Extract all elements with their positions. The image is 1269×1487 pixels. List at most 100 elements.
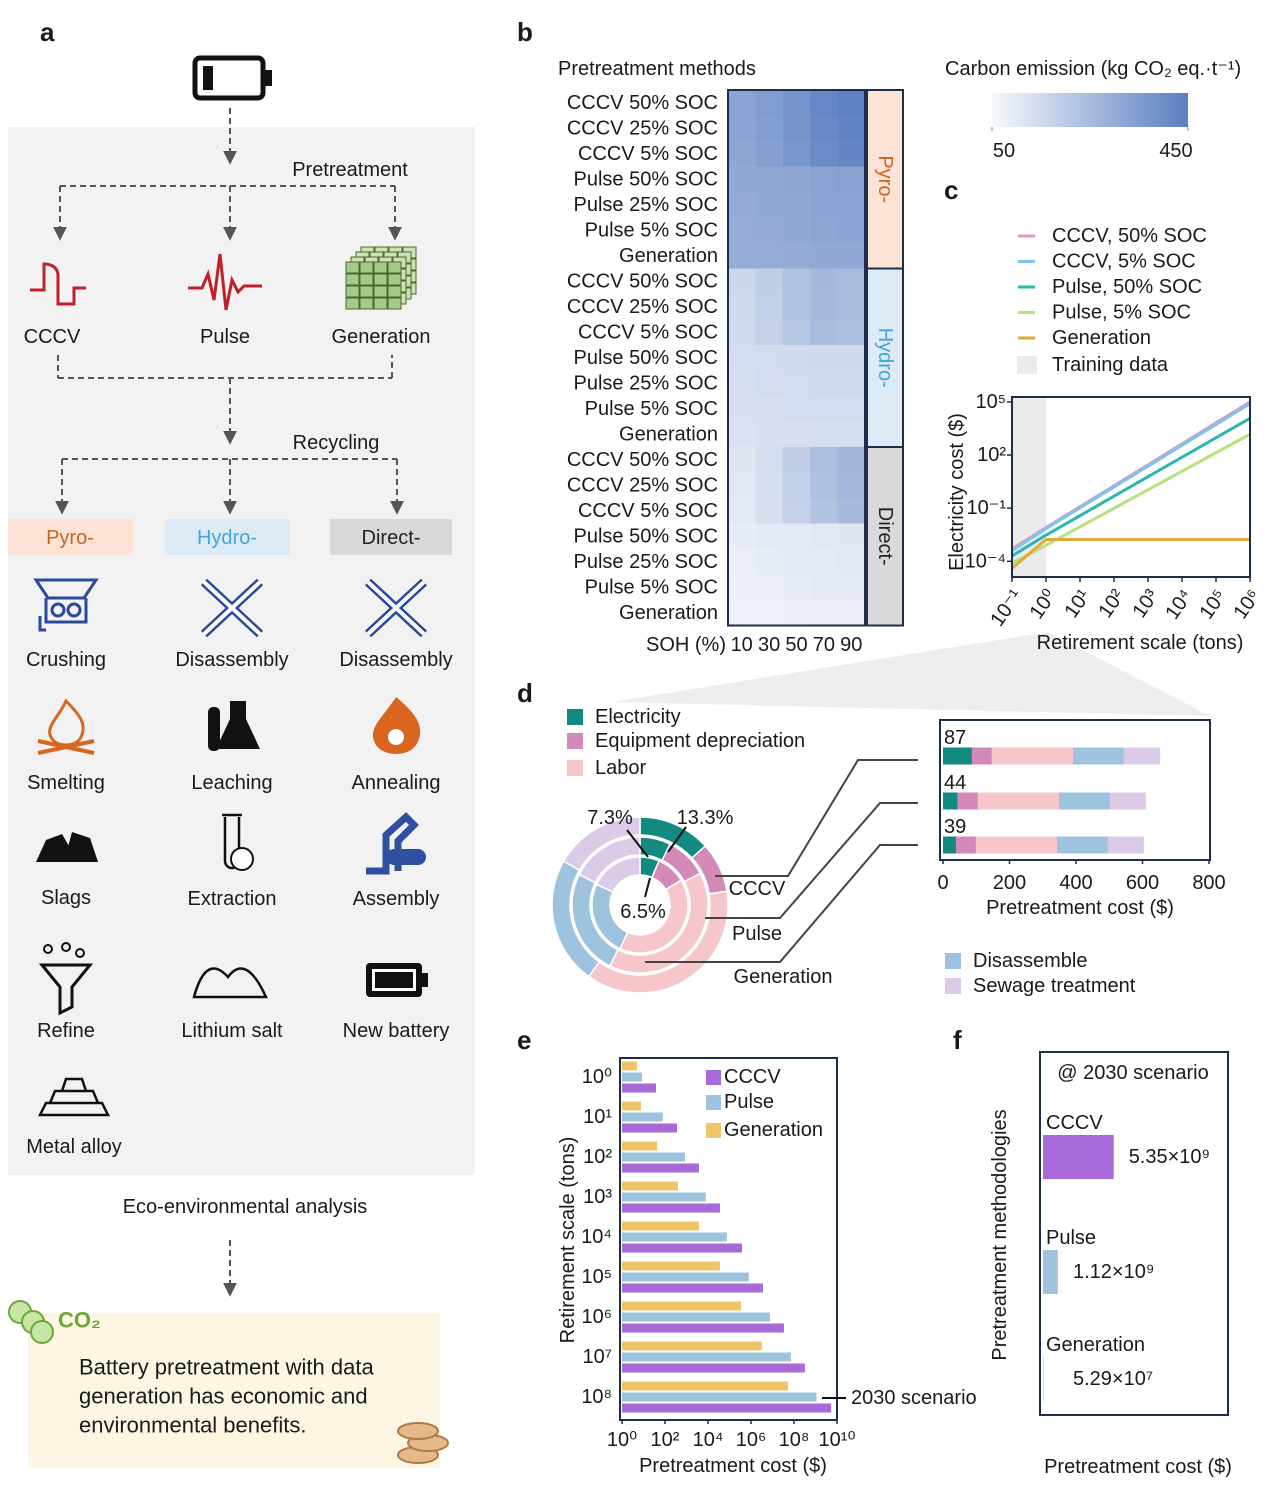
- legend-swatch: [567, 760, 583, 776]
- heat-cell: [810, 600, 839, 626]
- heat-cell: [837, 447, 866, 473]
- bar: [622, 1083, 656, 1093]
- legend-swatch: [706, 1070, 721, 1085]
- co2-icon: [30, 1320, 54, 1344]
- heat-cell: [728, 319, 756, 346]
- heat-cell: [755, 472, 784, 499]
- heat-cell: [728, 396, 756, 422]
- step-label: New battery: [343, 1020, 450, 1042]
- group-band: [866, 446, 904, 627]
- panel-label: b: [517, 17, 533, 47]
- heat-cell: [755, 141, 784, 167]
- route-label: Pyro-: [46, 527, 94, 549]
- heat-cell: [728, 472, 756, 499]
- percent-label: 13.3%: [677, 807, 734, 829]
- alloy-icon: [37, 1077, 111, 1117]
- heat-cell: [728, 217, 756, 244]
- bar: [622, 1392, 817, 1402]
- heat-cell: [755, 90, 784, 116]
- x-tick-label: 10⁵: [1195, 586, 1231, 624]
- heat-cell: [728, 574, 756, 601]
- axis-title: Pretreatment cost ($): [986, 897, 1174, 919]
- tools-icon: [202, 580, 262, 636]
- heat-cell: [782, 345, 811, 371]
- row-label: CCCV 50% SOC: [567, 449, 718, 471]
- y-tick-label: 10⁷: [583, 1346, 612, 1368]
- x-tick-label: 400: [1059, 872, 1092, 894]
- battery-icon: [203, 66, 213, 90]
- flask-icon: [216, 701, 260, 749]
- generation-icon: [345, 273, 360, 286]
- flask-icon: [208, 707, 220, 751]
- x-tick-label: 10⁸: [779, 1429, 810, 1451]
- category-label: CCCV: [729, 878, 786, 900]
- funnel-icon: [43, 944, 53, 954]
- panel-label: c: [944, 175, 958, 205]
- row-label: Pulse 5% SOC: [585, 219, 718, 241]
- bar: [1043, 1357, 1044, 1401]
- route-box: [165, 519, 290, 555]
- category-label: Generation: [734, 966, 833, 988]
- heat-cell: [810, 90, 839, 116]
- row-label: Pulse 5% SOC: [585, 398, 718, 420]
- heat-cell: [728, 549, 756, 575]
- heat-cell: [837, 217, 866, 244]
- battery-icon: [375, 972, 413, 988]
- colorbar: [992, 93, 1188, 127]
- zoom-wedge: [612, 632, 1210, 716]
- legend-label: Generation: [724, 1119, 823, 1141]
- generation-icon: [387, 273, 402, 286]
- legend-label: Pulse, 50% SOC: [1052, 276, 1202, 298]
- x-tick-label: 10²: [1094, 585, 1129, 622]
- y-tick-label: 10⁴: [581, 1226, 612, 1248]
- bar: [622, 1243, 742, 1253]
- fire-icon: [372, 697, 421, 754]
- robot-icon: [366, 812, 419, 875]
- heat-cell: [837, 166, 866, 193]
- donut-segment: [562, 816, 641, 872]
- row-label: Pulse 50% SOC: [573, 525, 718, 547]
- group-band: [866, 89, 904, 270]
- step-label: Leaching: [191, 772, 272, 794]
- heat-cell: [782, 192, 811, 218]
- method-label: CCCV: [24, 326, 81, 348]
- bar: [622, 1381, 789, 1391]
- heat-cell: [810, 217, 839, 244]
- bar: [1043, 1250, 1058, 1294]
- generation-icon: [373, 285, 388, 298]
- heat-cell: [728, 115, 756, 142]
- row-label: CCCV 50% SOC: [567, 270, 718, 292]
- heat-cell: [837, 192, 866, 218]
- heat-cell: [728, 345, 756, 371]
- heat-cell: [810, 472, 839, 499]
- x-tick-label: 10⁶: [736, 1429, 766, 1451]
- row-label: Pulse 25% SOC: [573, 372, 718, 394]
- axis-title: Retirement scale (tons): [1037, 632, 1244, 654]
- legend-label: CCCV, 5% SOC: [1052, 251, 1196, 273]
- heat-cell: [837, 319, 866, 346]
- heat-cell: [810, 294, 839, 320]
- heat-cell: [755, 192, 784, 218]
- x-tick-label: 50: [785, 634, 807, 656]
- heat-cell: [755, 574, 784, 601]
- heat-cell: [837, 549, 866, 575]
- heat-cell: [755, 396, 784, 422]
- tube-icon: [230, 847, 254, 871]
- heat-cell: [728, 141, 756, 167]
- leader-line: [626, 826, 687, 898]
- category-label: Generation: [1046, 1334, 1145, 1356]
- fire-icon: [388, 729, 404, 745]
- x-tick-label: 10⁰: [1026, 586, 1061, 623]
- fire-icon: [37, 739, 95, 755]
- category-label: CCCV: [1046, 1112, 1103, 1134]
- bar-segment: [971, 747, 992, 765]
- bar-segment: [1057, 836, 1108, 854]
- x-tick-label: 10¹⁰: [819, 1429, 856, 1451]
- legend-label: CCCV, 50% SOC: [1052, 225, 1207, 247]
- donut-segment: [595, 856, 641, 894]
- heat-cell: [782, 472, 811, 499]
- row-label: Generation: [619, 602, 718, 624]
- conclusion-text: environmental benefits.: [79, 1413, 306, 1438]
- axis-title: Electricity cost ($): [946, 413, 968, 571]
- tools-icon: [366, 580, 426, 636]
